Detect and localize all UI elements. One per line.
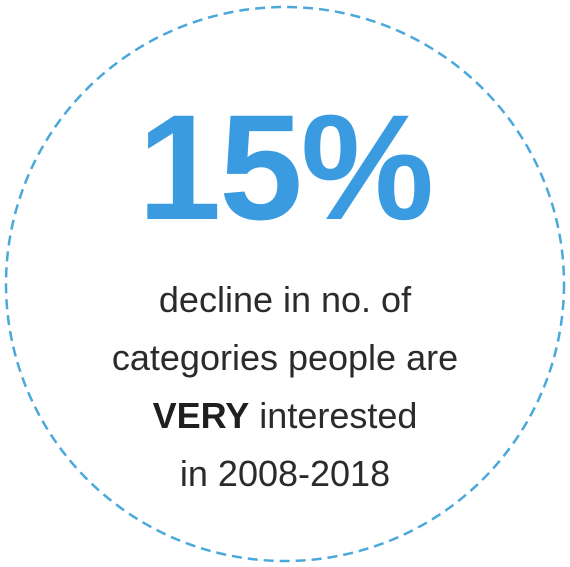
- stat-description-line-4: in 2008-2018: [179, 453, 391, 494]
- dashed-circle: [4, 5, 566, 563]
- stat-description-line-2: categories people are: [111, 337, 459, 378]
- stat-emphasis: VERY: [152, 395, 250, 436]
- stat-description-line-3-rest: interested: [249, 395, 418, 436]
- stat-description-line-1: decline in no. of: [158, 279, 412, 320]
- stat-value: 15%: [137, 83, 434, 251]
- stat-description-line-3: VERY interested: [0, 396, 570, 436]
